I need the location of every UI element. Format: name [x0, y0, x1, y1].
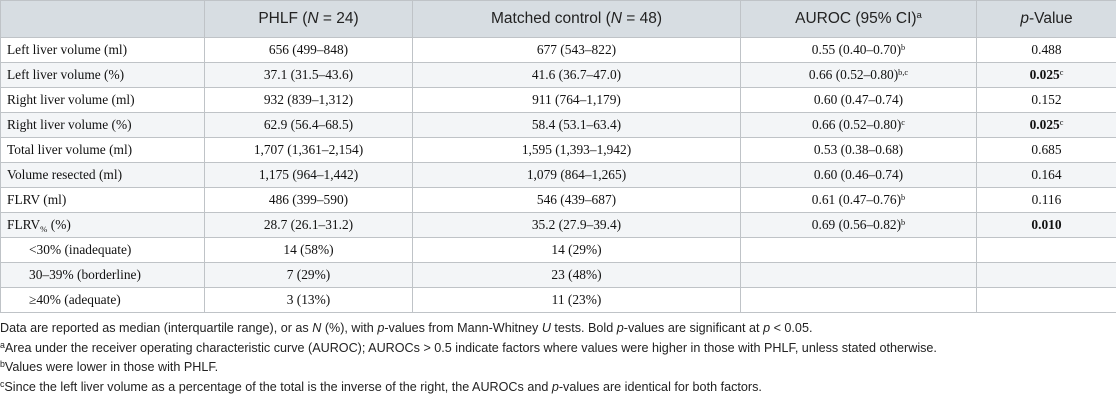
row-label: ≥40% (adequate) — [0, 287, 205, 313]
footnote-a: aArea under the receiver operating chara… — [0, 339, 937, 355]
table-row: Right liver volume (%) 62.9 (56.4–68.5) 58… — [0, 112, 1116, 138]
cell-p-value: 0.685 — [976, 137, 1116, 163]
footnote-c: cSince the left liver volume as a percen… — [0, 378, 762, 394]
header-variable — [0, 0, 205, 38]
cell-control: 546 (439–687) — [412, 187, 741, 213]
cell-p-value: 0.488 — [976, 37, 1116, 63]
cell-control: 35.2 (27.9–39.4) — [412, 212, 741, 238]
cell-auroc: 0.66 (0.52–0.80)c — [740, 112, 977, 138]
cell-phlf: 1,707 (1,361–2,154) — [204, 137, 413, 163]
row-label: Left liver volume (%) — [0, 62, 205, 88]
cell-auroc: 0.61 (0.47–0.76)b — [740, 187, 977, 213]
cell-control: 41.6 (36.7–47.0) — [412, 62, 741, 88]
cell-p-value: 0.152 — [976, 87, 1116, 113]
cell-phlf: 7 (29%) — [204, 262, 413, 288]
row-label: Left liver volume (ml) — [0, 37, 205, 63]
cell-control: 911 (764–1,179) — [412, 87, 741, 113]
cell-auroc — [740, 262, 977, 288]
cell-auroc: 0.53 (0.38–0.68) — [740, 137, 977, 163]
table-row: <30% (inadequate) 14 (58%) 14 (29%) — [0, 237, 1116, 263]
row-label: 30–39% (borderline) — [0, 262, 205, 288]
row-label: FLRV (ml) — [0, 187, 205, 213]
cell-p-value: 0.025c — [976, 112, 1116, 138]
row-label: <30% (inadequate) — [0, 237, 205, 263]
cell-auroc: 0.66 (0.52–0.80)b,c — [740, 62, 977, 88]
cell-p-value — [976, 287, 1116, 313]
cell-auroc: 0.60 (0.47–0.74) — [740, 87, 977, 113]
footnote-general: Data are reported as median (interquarti… — [0, 321, 813, 335]
table-row: Left liver volume (ml) 656 (499–848) 677 (… — [0, 37, 1116, 63]
cell-phlf: 37.1 (31.5–43.6) — [204, 62, 413, 88]
header-auroc: AUROC (95% CI)a — [740, 0, 977, 38]
cell-phlf: 1,175 (964–1,442) — [204, 162, 413, 188]
table-row: FLRV% (%) 28.7 (26.1–31.2) 35.2 (27.9–39.4… — [0, 212, 1116, 238]
cell-auroc — [740, 237, 977, 263]
cell-p-value — [976, 237, 1116, 263]
cell-auroc: 0.69 (0.56–0.82)b — [740, 212, 977, 238]
header-phlf: PHLF (N = 24) — [204, 0, 413, 38]
liver-volume-table: PHLF (N = 24) Matched control (N = 48) A… — [0, 0, 1116, 313]
cell-phlf: 14 (58%) — [204, 237, 413, 263]
row-label: Right liver volume (ml) — [0, 87, 205, 113]
cell-control: 1,079 (864–1,265) — [412, 162, 741, 188]
cell-control: 23 (48%) — [412, 262, 741, 288]
table-row: Right liver volume (ml) 932 (839–1,312) 91… — [0, 87, 1116, 113]
cell-control: 11 (23%) — [412, 287, 741, 313]
table-header-row: PHLF (N = 24) Matched control (N = 48) A… — [0, 0, 1116, 38]
cell-p-value: 0.010 — [976, 212, 1116, 238]
cell-control: 14 (29%) — [412, 237, 741, 263]
table-row: Volume resected (ml) 1,175 (964–1,442) 1,0… — [0, 162, 1116, 188]
cell-phlf: 932 (839–1,312) — [204, 87, 413, 113]
cell-auroc — [740, 287, 977, 313]
footnote-b: bValues were lower in those with PHLF. — [0, 359, 219, 374]
table-row: FLRV (ml) 486 (399–590) 546 (439–687) 0.61 … — [0, 187, 1116, 213]
cell-p-value: 0.116 — [976, 187, 1116, 213]
cell-phlf: 3 (13%) — [204, 287, 413, 313]
cell-control: 1,595 (1,393–1,942) — [412, 137, 741, 163]
row-label: Right liver volume (%) — [0, 112, 205, 138]
cell-phlf: 62.9 (56.4–68.5) — [204, 112, 413, 138]
row-label: FLRV% (%) — [0, 212, 205, 238]
cell-phlf: 486 (399–590) — [204, 187, 413, 213]
cell-auroc: 0.60 (0.46–0.74) — [740, 162, 977, 188]
header-p-value: p-Value — [976, 0, 1116, 38]
cell-p-value: 0.025c — [976, 62, 1116, 88]
table-row: ≥40% (adequate) 3 (13%) 11 (23%) — [0, 287, 1116, 313]
row-label: Volume resected (ml) — [0, 162, 205, 188]
cell-control: 58.4 (53.1–63.4) — [412, 112, 741, 138]
table-footnotes: Data are reported as median (interquarti… — [0, 319, 1116, 397]
cell-phlf: 28.7 (26.1–31.2) — [204, 212, 413, 238]
row-label: Total liver volume (ml) — [0, 137, 205, 163]
cell-phlf: 656 (499–848) — [204, 37, 413, 63]
table-row: 30–39% (borderline) 7 (29%) 23 (48%) — [0, 262, 1116, 288]
cell-control: 677 (543–822) — [412, 37, 741, 63]
header-matched-control: Matched control (N = 48) — [412, 0, 741, 38]
table-row: Left liver volume (%) 37.1 (31.5–43.6) 41.… — [0, 62, 1116, 88]
cell-p-value: 0.164 — [976, 162, 1116, 188]
cell-p-value — [976, 262, 1116, 288]
table-row: Total liver volume (ml) 1,707 (1,361–2,15… — [0, 137, 1116, 163]
cell-auroc: 0.55 (0.40–0.70)b — [740, 37, 977, 63]
